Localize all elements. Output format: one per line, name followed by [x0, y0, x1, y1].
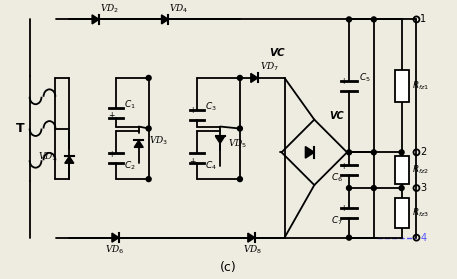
- Polygon shape: [92, 15, 99, 24]
- Text: $C_5$: $C_5$: [359, 72, 371, 84]
- Circle shape: [346, 17, 351, 22]
- Text: $C_6$: $C_6$: [331, 172, 343, 184]
- Text: $C_2$: $C_2$: [124, 160, 136, 172]
- Text: VD$_1$: VD$_1$: [38, 150, 57, 163]
- Text: $C_3$: $C_3$: [205, 100, 217, 113]
- Circle shape: [238, 177, 242, 182]
- Text: 4: 4: [420, 233, 426, 243]
- Circle shape: [146, 177, 151, 182]
- Polygon shape: [305, 146, 314, 158]
- Text: VD$_6$: VD$_6$: [105, 243, 125, 256]
- Text: +: +: [189, 106, 196, 115]
- Circle shape: [372, 186, 376, 191]
- Circle shape: [146, 75, 151, 80]
- Circle shape: [372, 17, 376, 22]
- Circle shape: [346, 186, 351, 191]
- Polygon shape: [112, 233, 119, 242]
- Polygon shape: [251, 73, 258, 83]
- Text: +: +: [108, 111, 114, 120]
- Bar: [395, 198, 409, 228]
- Bar: [395, 156, 409, 184]
- Text: 2: 2: [420, 147, 427, 157]
- Text: +: +: [108, 150, 114, 159]
- Text: $C_4$: $C_4$: [205, 160, 217, 172]
- Bar: [395, 70, 409, 102]
- Circle shape: [238, 75, 242, 80]
- Text: $R_{fz3}$: $R_{fz3}$: [411, 206, 429, 219]
- Text: 3: 3: [420, 183, 426, 193]
- Text: $R_{fz2}$: $R_{fz2}$: [411, 164, 429, 176]
- Text: $C_7$: $C_7$: [331, 215, 343, 227]
- Circle shape: [346, 235, 351, 240]
- Text: VC: VC: [270, 48, 285, 58]
- Text: T: T: [16, 122, 24, 135]
- Polygon shape: [134, 140, 143, 147]
- Circle shape: [146, 126, 151, 131]
- Polygon shape: [216, 136, 224, 143]
- Text: VD$_8$: VD$_8$: [243, 243, 262, 256]
- Circle shape: [346, 150, 351, 155]
- Text: VD$_4$: VD$_4$: [170, 2, 189, 15]
- Circle shape: [399, 150, 404, 155]
- Text: (c): (c): [220, 261, 236, 274]
- Circle shape: [372, 150, 376, 155]
- Polygon shape: [161, 15, 169, 24]
- Text: +: +: [340, 77, 346, 86]
- Text: +: +: [340, 205, 346, 213]
- Text: VC: VC: [329, 111, 344, 121]
- Text: VD$_5$: VD$_5$: [228, 137, 247, 150]
- Text: +: +: [340, 162, 346, 171]
- Circle shape: [399, 186, 404, 191]
- Polygon shape: [65, 156, 74, 163]
- Text: 1: 1: [420, 15, 426, 24]
- Text: $C_1$: $C_1$: [124, 98, 136, 111]
- Text: VD$_3$: VD$_3$: [149, 134, 168, 147]
- Text: VD$_2$: VD$_2$: [100, 2, 119, 15]
- Text: VD$_7$: VD$_7$: [260, 61, 279, 73]
- Text: +: +: [189, 157, 196, 166]
- Circle shape: [238, 126, 242, 131]
- Text: $R_{fz1}$: $R_{fz1}$: [411, 80, 429, 92]
- Polygon shape: [248, 233, 255, 242]
